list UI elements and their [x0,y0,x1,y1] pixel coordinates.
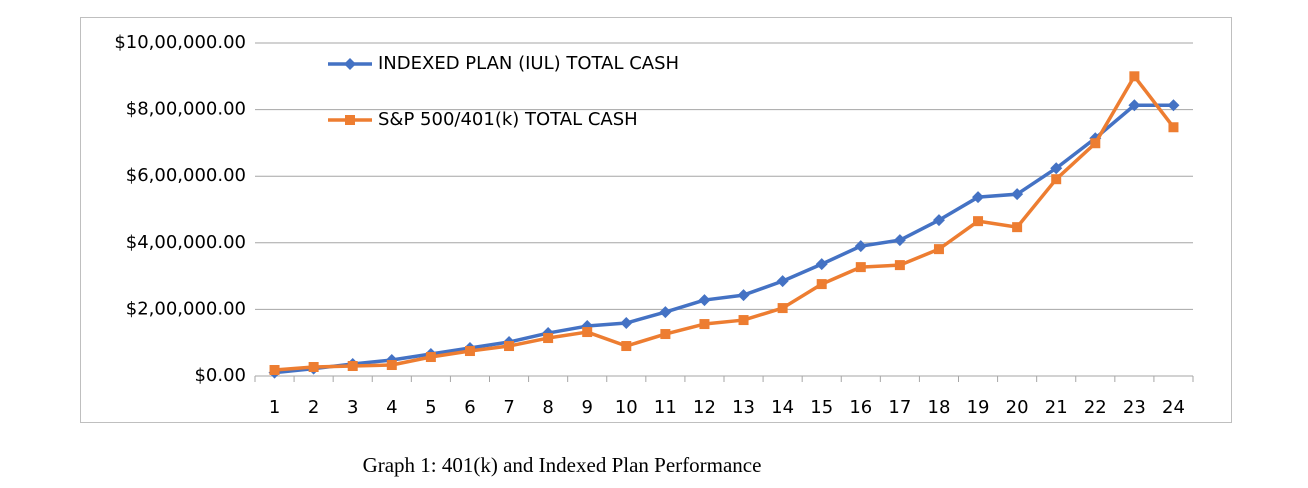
x-tick-label: 24 [1162,397,1185,418]
point [308,362,319,373]
point [269,365,280,376]
point [776,275,789,288]
x-tick-label: 20 [1006,397,1029,418]
x-tick-label: 5 [425,397,436,418]
point [933,244,944,255]
x-tick-label: 2 [308,397,319,418]
point [1168,122,1179,133]
point [1128,99,1141,112]
point [893,234,906,247]
x-tick-label: 12 [693,397,716,418]
point [344,58,356,70]
y-tick-label: $6,00,000.00 [126,165,246,186]
x-tick-label: 10 [615,397,638,418]
x-tick-label: 6 [464,397,475,418]
legend-label: S&P 500/401(k) TOTAL CASH [378,109,638,130]
x-tick-label: 7 [503,397,514,418]
point [464,346,475,357]
point [973,216,984,227]
point [1129,71,1140,82]
point [345,115,355,125]
point [816,279,827,290]
x-tick-label: 3 [347,397,358,418]
point [972,191,985,204]
x-tick-label: 4 [386,397,397,418]
series-line [274,74,1175,372]
x-tick-label: 23 [1123,397,1146,418]
y-tick-label: $10,00,000.00 [114,32,246,53]
point [425,352,436,363]
point [659,306,672,319]
point [894,260,905,271]
point [1011,188,1024,201]
x-tick-label: 22 [1084,397,1107,418]
x-tick-label: 8 [542,397,553,418]
caption: Graph 1: 401(k) and Indexed Plan Perform… [363,453,762,477]
point [698,294,711,307]
point [815,258,828,271]
point [660,329,671,340]
y-tick-label: $4,00,000.00 [126,232,246,253]
y-tick-label: $2,00,000.00 [126,298,246,319]
x-tick-label: 16 [849,397,872,418]
point [932,214,945,227]
series-line [274,103,1174,375]
point [1012,222,1023,233]
x-tick-label: 13 [732,397,755,418]
chart-frame [80,17,1232,423]
point [582,327,593,338]
x-tick-label: 19 [967,397,990,418]
point [854,240,867,253]
x-tick-label: 17 [888,397,911,418]
point [1051,174,1062,185]
point [699,319,710,330]
x-tick-label: 1 [269,397,280,418]
y-tick-label: $8,00,000.00 [126,99,246,120]
point [386,360,397,371]
point [347,361,358,372]
point [1050,162,1063,175]
point [621,341,632,352]
point [504,341,515,352]
x-tick-label: 21 [1045,397,1068,418]
point [1090,138,1101,149]
x-tick-label: 18 [928,397,951,418]
point [777,303,788,314]
point [737,289,750,302]
point [1167,99,1180,112]
point [855,262,866,273]
point [543,333,554,344]
x-tick-label: 15 [810,397,833,418]
point [738,315,749,326]
x-tick-label: 11 [654,397,677,418]
x-tick-label: 14 [771,397,794,418]
x-tick-label: 9 [581,397,592,418]
point [620,317,633,330]
legend-label: INDEXED PLAN (IUL) TOTAL CASH [378,53,679,74]
y-tick-label: $0.00 [194,365,246,386]
